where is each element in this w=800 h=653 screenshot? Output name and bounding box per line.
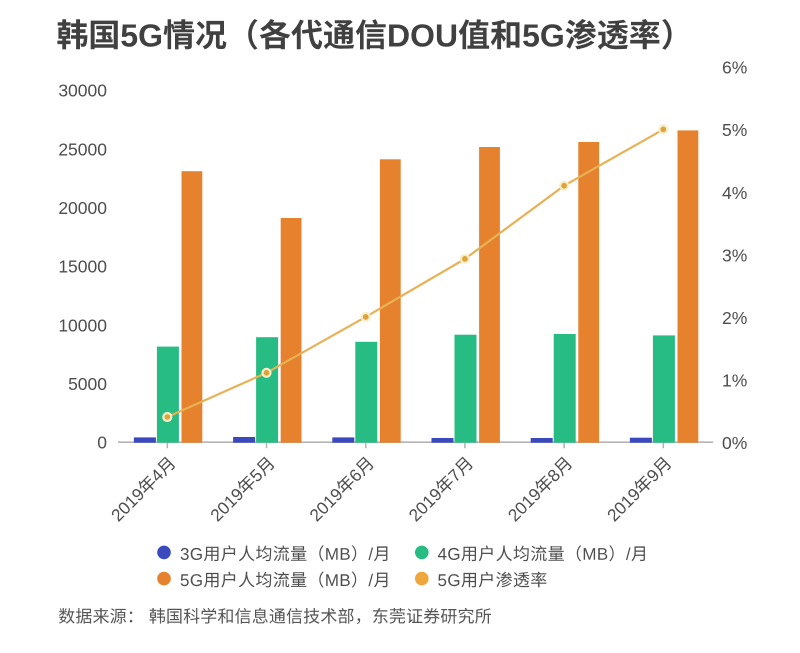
svg-text:3%: 3% (722, 245, 747, 265)
svg-text:10000: 10000 (58, 315, 107, 335)
svg-text:6%: 6% (722, 58, 747, 78)
svg-text:0: 0 (97, 433, 107, 453)
svg-text:15000: 15000 (58, 257, 107, 277)
svg-text:20000: 20000 (58, 198, 107, 218)
svg-text:0%: 0% (722, 433, 747, 453)
svg-text:5%: 5% (722, 120, 747, 140)
svg-text:25000: 25000 (58, 139, 107, 159)
svg-text:4%: 4% (722, 183, 747, 203)
svg-text:2%: 2% (722, 308, 747, 328)
svg-text:30000: 30000 (58, 81, 107, 101)
svg-text:5000: 5000 (68, 374, 107, 394)
svg-text:1%: 1% (722, 370, 747, 390)
